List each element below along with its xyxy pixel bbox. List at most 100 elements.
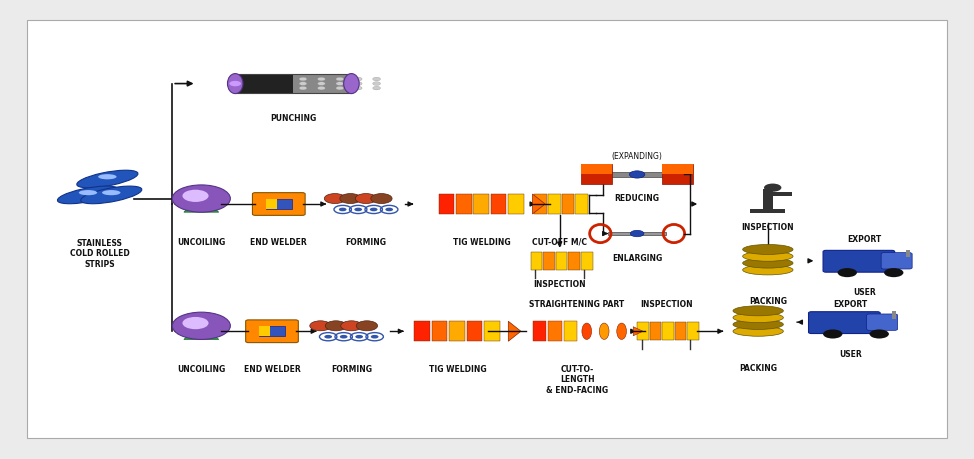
Ellipse shape (733, 313, 783, 323)
Circle shape (823, 330, 843, 339)
Bar (608, 173, 666, 177)
Text: PACKING: PACKING (739, 363, 777, 372)
Text: USER: USER (839, 350, 862, 358)
Circle shape (356, 194, 377, 204)
Bar (907, 250, 911, 257)
Bar (431, 322, 447, 341)
Polygon shape (633, 327, 643, 336)
Bar (662, 165, 693, 185)
Circle shape (182, 317, 208, 330)
Circle shape (340, 194, 361, 204)
Ellipse shape (79, 190, 97, 196)
FancyBboxPatch shape (245, 320, 298, 343)
Text: ENLARGING: ENLARGING (612, 253, 662, 262)
Text: EXPORT: EXPORT (847, 234, 881, 243)
Circle shape (339, 208, 347, 212)
Circle shape (336, 83, 344, 86)
Circle shape (355, 83, 362, 86)
Circle shape (373, 83, 381, 86)
Bar (235, 75, 352, 94)
Ellipse shape (98, 175, 117, 180)
Circle shape (172, 313, 231, 340)
Ellipse shape (742, 265, 793, 275)
Ellipse shape (81, 187, 142, 204)
Ellipse shape (77, 171, 138, 188)
Bar (892, 312, 896, 319)
Bar (266, 200, 291, 210)
Circle shape (310, 321, 331, 331)
Circle shape (336, 78, 344, 82)
Ellipse shape (733, 326, 783, 336)
Circle shape (318, 87, 325, 91)
Ellipse shape (733, 306, 783, 316)
Bar (575, 195, 587, 214)
Bar (675, 323, 687, 341)
Circle shape (373, 87, 381, 91)
Polygon shape (508, 322, 521, 341)
Circle shape (356, 321, 378, 331)
Bar (662, 323, 674, 341)
Text: INSPECTION: INSPECTION (534, 280, 586, 288)
Bar (543, 252, 555, 270)
Text: REDUCING: REDUCING (615, 193, 659, 202)
Bar (569, 252, 580, 270)
Bar (650, 323, 661, 341)
Bar (581, 165, 612, 185)
Circle shape (355, 208, 362, 212)
FancyBboxPatch shape (252, 193, 305, 216)
Text: PUNCHING: PUNCHING (270, 114, 317, 123)
Bar (438, 195, 454, 214)
Bar (414, 322, 430, 341)
Circle shape (336, 87, 344, 91)
Circle shape (764, 184, 781, 192)
FancyBboxPatch shape (867, 314, 898, 330)
Text: CUT-OFF M/C: CUT-OFF M/C (532, 237, 587, 246)
Ellipse shape (599, 323, 609, 340)
Text: END WELDER: END WELDER (244, 364, 300, 373)
Bar (449, 322, 465, 341)
Bar (266, 200, 277, 210)
Bar (508, 195, 524, 214)
Text: UNCOILING: UNCOILING (177, 237, 225, 246)
Circle shape (182, 190, 208, 202)
Bar (750, 209, 785, 213)
Ellipse shape (228, 74, 243, 95)
Circle shape (630, 231, 644, 237)
Bar (484, 322, 500, 341)
Circle shape (318, 78, 325, 82)
Ellipse shape (617, 323, 626, 340)
FancyBboxPatch shape (808, 312, 880, 334)
Polygon shape (533, 195, 545, 214)
Bar (548, 195, 561, 214)
Ellipse shape (742, 252, 793, 262)
Circle shape (838, 269, 857, 278)
Ellipse shape (733, 320, 783, 330)
Ellipse shape (581, 323, 591, 340)
Bar (581, 165, 612, 175)
Circle shape (870, 330, 889, 339)
Bar (564, 322, 577, 341)
Text: FORMING: FORMING (346, 237, 387, 246)
Bar (531, 252, 543, 270)
FancyBboxPatch shape (881, 253, 912, 269)
Text: (EXPANDING): (EXPANDING) (612, 151, 662, 161)
Text: USER: USER (853, 287, 876, 297)
Text: STAINLESS
COLD ROLLED
STRIPS: STAINLESS COLD ROLLED STRIPS (70, 239, 130, 269)
Bar (548, 322, 562, 341)
Circle shape (371, 194, 393, 204)
Bar (535, 195, 547, 214)
Circle shape (341, 321, 362, 331)
Circle shape (371, 335, 379, 339)
Text: UNCOILING: UNCOILING (177, 364, 225, 373)
Circle shape (324, 194, 346, 204)
Polygon shape (184, 335, 219, 340)
Text: CUT-TO-
LENGTH
& END-FACING: CUT-TO- LENGTH & END-FACING (546, 364, 608, 394)
Circle shape (324, 335, 332, 339)
Circle shape (299, 87, 307, 91)
Bar (608, 232, 666, 236)
Bar (491, 195, 506, 214)
Bar (293, 75, 352, 94)
Polygon shape (184, 208, 219, 213)
Bar (235, 75, 293, 94)
Bar (688, 323, 699, 341)
